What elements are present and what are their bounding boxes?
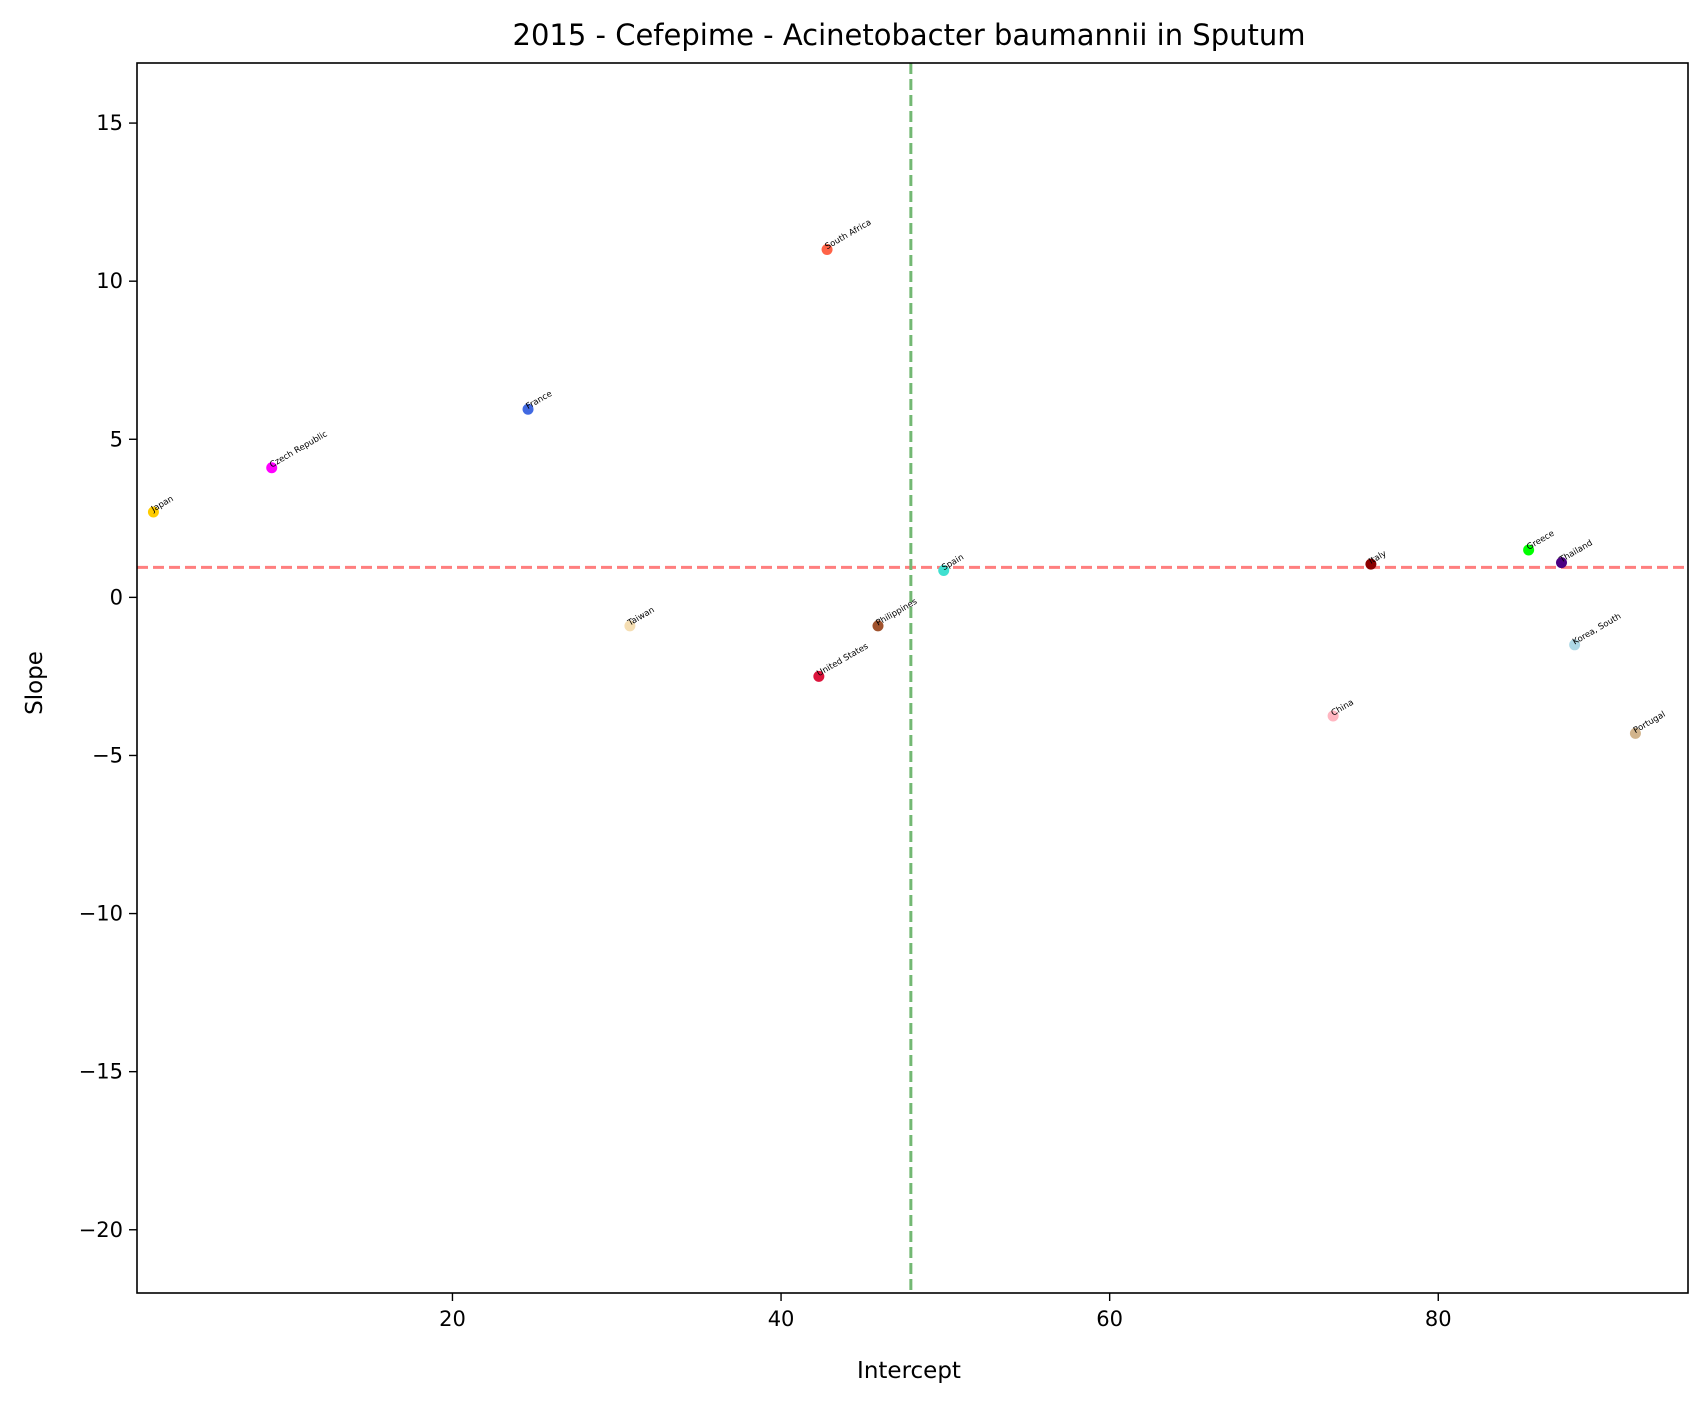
point-label: Greece [1525, 529, 1556, 553]
point-label: Czech Republic [268, 429, 329, 470]
data-point [938, 564, 950, 576]
point-label: Thailand [1557, 538, 1594, 565]
chart-title: 2015 - Cefepime - Acinetobacter baumanni… [513, 18, 1306, 52]
point-label: Philippines [874, 597, 919, 629]
data-point [1523, 544, 1535, 556]
data-point [1327, 710, 1339, 722]
point-label: Japan [149, 494, 175, 515]
data-point [872, 620, 884, 632]
y-tick-label: 10 [96, 269, 123, 293]
point-label: China [1330, 698, 1356, 719]
x-tick-label: 60 [1096, 1307, 1123, 1331]
x-tick-label: 40 [768, 1307, 795, 1331]
point-label: Spain [940, 553, 966, 574]
y-tick-label: 15 [96, 111, 123, 135]
data-point [1629, 727, 1641, 739]
data-point [147, 506, 159, 518]
x-tick-label: 20 [439, 1307, 466, 1331]
data-point [522, 403, 534, 415]
data-point [624, 620, 636, 632]
x-axis-label: Intercept [857, 1358, 961, 1384]
x-tick-label: 80 [1425, 1307, 1452, 1331]
y-tick-label: −20 [79, 1218, 123, 1242]
y-axis-label: Slope [22, 651, 48, 715]
data-point [821, 244, 833, 256]
point-label: South Africa [824, 218, 874, 252]
data-point [266, 462, 278, 474]
data-point [813, 670, 825, 682]
y-tick-label: 0 [110, 585, 123, 609]
point-label: France [525, 389, 554, 412]
data-point [1569, 639, 1581, 651]
data-point [1555, 557, 1567, 569]
y-tick-label: −15 [79, 1060, 123, 1084]
point-label: Taiwan [626, 605, 657, 629]
plot-frame [136, 62, 1689, 1294]
y-tick-label: −10 [79, 902, 123, 926]
y-tick-label: 5 [110, 427, 123, 451]
y-tick-label: −5 [92, 743, 123, 767]
point-label: Portugal [1632, 710, 1668, 736]
data-point [1365, 558, 1377, 570]
point-label: Korea, South [1571, 612, 1623, 648]
point-label: Italy [1367, 549, 1388, 567]
point-label: United States [815, 641, 870, 679]
